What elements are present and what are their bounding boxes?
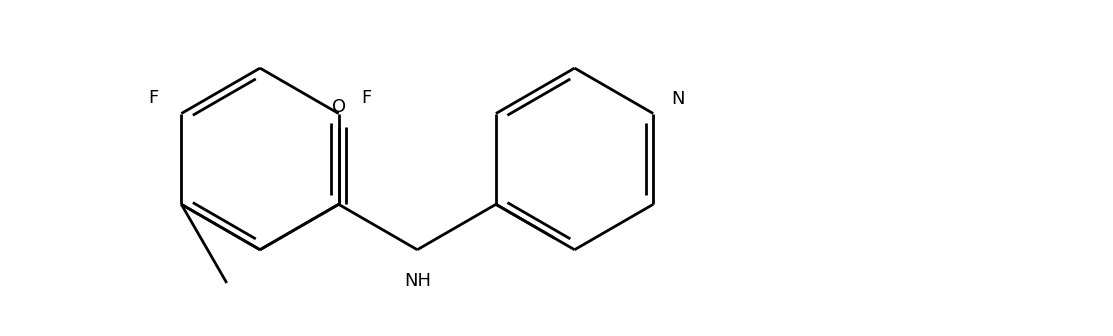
Text: N: N [671, 90, 686, 108]
Text: NH: NH [404, 272, 431, 290]
Text: F: F [149, 89, 159, 107]
Text: O: O [332, 98, 346, 116]
Text: F: F [361, 89, 372, 107]
